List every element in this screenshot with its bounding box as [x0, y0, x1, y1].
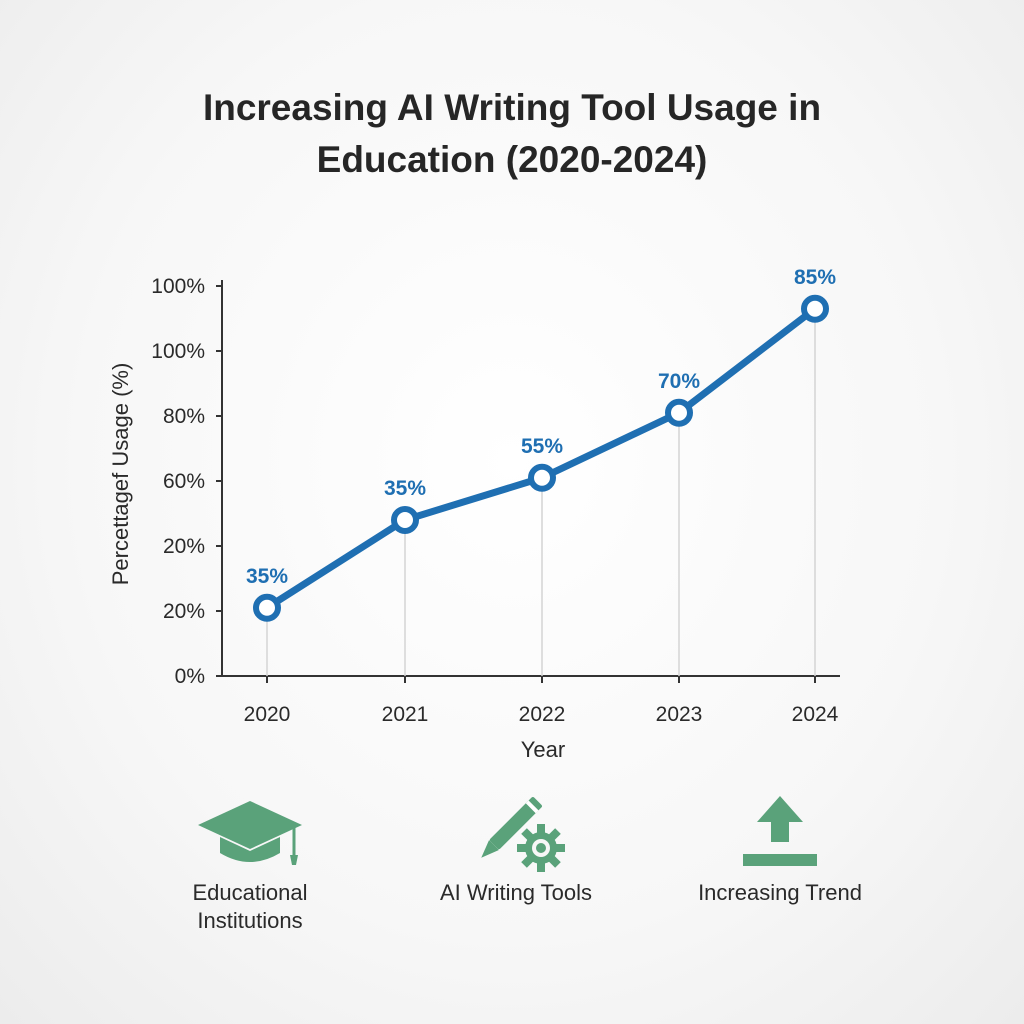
data-point [253, 593, 281, 622]
chart-title: Increasing AI Writing Tool Usage in Educ… [0, 82, 1024, 186]
legend-label-line: Institutions [197, 908, 303, 933]
y-axis-label: Percettagef Usage (%) [108, 363, 133, 586]
y-tick-label: 100% [151, 275, 205, 298]
legend-educational-institutions: Educational Institutions [130, 790, 370, 935]
data-point [801, 294, 829, 323]
data-point [391, 506, 419, 534]
x-tick-label: 2021 [382, 703, 429, 726]
legend-label-line: Increasing Trend [698, 880, 862, 905]
data-point [665, 398, 693, 427]
legend-ai-writing-tools: AI Writing Tools [396, 790, 636, 907]
y-tick-label: 20% [163, 600, 205, 623]
chart-title-line-1: Increasing AI Writing Tool Usage in [202, 87, 822, 128]
data-label: 35% [384, 477, 426, 500]
data-label: 70% [658, 370, 700, 393]
data-label: 55% [521, 435, 563, 458]
y-tick-label: 0% [175, 665, 205, 688]
y-tick-label: 20% [163, 535, 205, 558]
y-tick-label: 80% [163, 405, 205, 428]
series-line [263, 305, 819, 612]
data-label: 85% [794, 266, 836, 289]
y-tick-label: 60% [163, 470, 205, 493]
legend-increasing-trend: Increasing Trend [660, 790, 900, 907]
data-point [528, 463, 556, 492]
graduation-cap-icon [130, 790, 370, 875]
x-axis-label: Year [521, 737, 565, 762]
x-tick-label: 2020 [244, 703, 291, 726]
data-label: 35% [246, 565, 288, 588]
legend-label-line: AI Writing Tools [439, 880, 593, 905]
x-tick-label: 2022 [519, 703, 566, 726]
legend-label-ai-writing-tools: AI Writing Tools [396, 879, 636, 907]
pencil-gear-icon [396, 790, 636, 875]
legend-label-line: Educational [192, 880, 308, 905]
x-tick-label: 2023 [656, 703, 703, 726]
x-tick-label: 2024 [792, 703, 839, 726]
legend-label-educational-institutions: Educational Institutions [130, 879, 370, 935]
up-arrow-icon [660, 790, 900, 875]
legend-label-increasing-trend: Increasing Trend [660, 879, 900, 907]
chart-title-line-2: Education (2020-2024) [316, 139, 708, 180]
y-tick-label: 100% [151, 340, 205, 363]
